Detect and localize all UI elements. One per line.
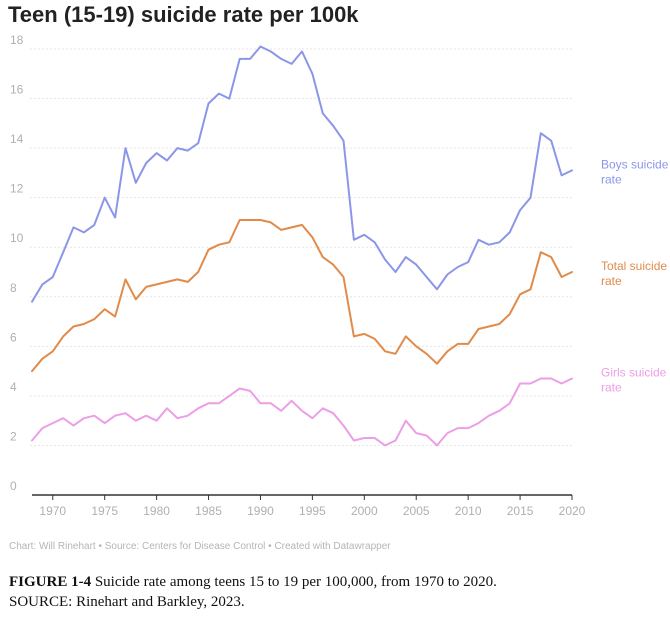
y-tick-label: 14 xyxy=(10,132,24,146)
y-tick-label: 18 xyxy=(10,33,24,47)
y-tick-label: 0 xyxy=(10,479,17,493)
line-chart: 0 2 4 6 8 10 12 14 16 18 1970 1975 1980 1985 1990 1995… xyxy=(10,33,669,518)
series-label-0: Boys suicide rate xyxy=(601,157,669,186)
y-tick-label: 8 xyxy=(10,281,17,295)
caption-source: SOURCE: Rinehart and Barkley, 2023. xyxy=(9,594,245,610)
series-label-line: rate xyxy=(601,381,622,395)
figure-label: FIGURE 1-4 xyxy=(9,574,92,590)
x-axis-ticks: 1970 1975 1980 1985 1990 1995 2000 2005 2010 2015… xyxy=(39,495,586,518)
x-tick-label: 1975 xyxy=(91,504,118,518)
x-tick-label: 1995 xyxy=(299,504,326,518)
x-tick-label: 1985 xyxy=(195,504,222,518)
x-tick-label: 2020 xyxy=(559,504,586,518)
y-tick-label: 6 xyxy=(10,330,17,344)
x-tick-label: 1990 xyxy=(247,504,274,518)
series-label-line: rate xyxy=(601,172,622,186)
chart-credits: Chart: Will Rinehart • Source: Centers f… xyxy=(9,541,391,552)
series-line-0 xyxy=(31,45,573,303)
series-label-1: Total suicide rate xyxy=(601,259,667,288)
series-label-line: Total suicide xyxy=(601,259,667,273)
x-tick-label: 2000 xyxy=(351,504,378,518)
caption-line: FIGURE 1-4 Suicide rate among teens 15 t… xyxy=(9,572,649,592)
x-tick-label: 1980 xyxy=(143,504,170,518)
chart-title: Teen (15-19) suicide rate per 100k xyxy=(8,2,359,27)
series-lines xyxy=(31,45,573,447)
series-line-2 xyxy=(31,377,573,447)
y-axis-ticks: 0 2 4 6 8 10 12 14 16 18 xyxy=(10,33,24,493)
caption-text: Suicide rate among teens 15 to 19 per 10… xyxy=(94,574,497,590)
x-tick-label: 2005 xyxy=(403,504,430,518)
y-tick-label: 16 xyxy=(10,83,24,97)
y-tick-label: 12 xyxy=(10,182,24,196)
series-label-line: Girls suicide xyxy=(601,366,667,380)
series-label-line: Boys suicide xyxy=(601,157,669,171)
y-tick-label: 10 xyxy=(10,231,24,245)
x-tick-label: 1970 xyxy=(39,504,66,518)
y-tick-label: 2 xyxy=(10,429,17,443)
gridlines xyxy=(30,48,572,496)
series-label-line: rate xyxy=(601,274,622,288)
series-line-1 xyxy=(31,219,573,373)
figure-caption: FIGURE 1-4 Suicide rate among teens 15 t… xyxy=(9,572,649,612)
series-label-2: Girls suicide rate xyxy=(601,366,667,395)
x-tick-label: 2010 xyxy=(455,504,482,518)
x-tick-label: 2015 xyxy=(507,504,534,518)
y-tick-label: 4 xyxy=(10,380,17,394)
